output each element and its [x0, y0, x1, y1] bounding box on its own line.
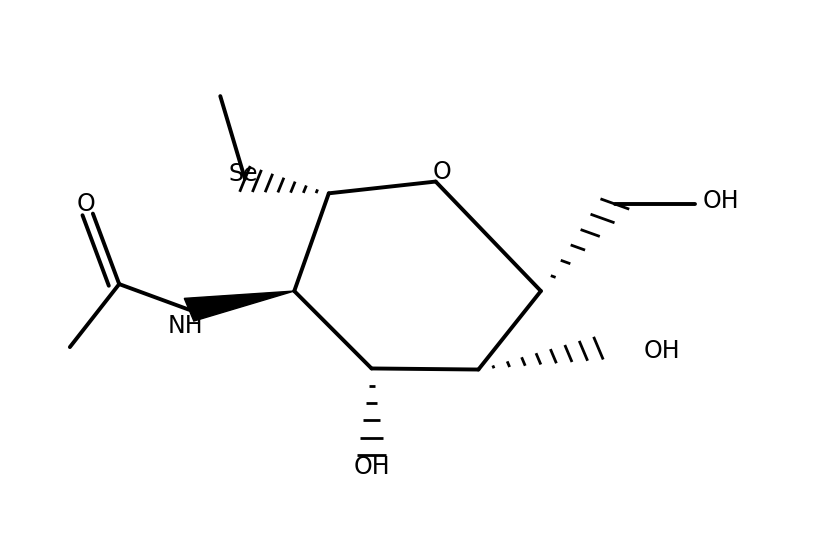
Text: OH: OH — [644, 339, 681, 363]
Text: Se: Se — [229, 162, 258, 185]
Polygon shape — [184, 291, 294, 321]
Text: O: O — [77, 192, 95, 216]
Text: NH: NH — [167, 314, 203, 338]
Text: OH: OH — [703, 190, 740, 213]
Text: OH: OH — [353, 455, 390, 478]
Text: O: O — [433, 160, 451, 184]
